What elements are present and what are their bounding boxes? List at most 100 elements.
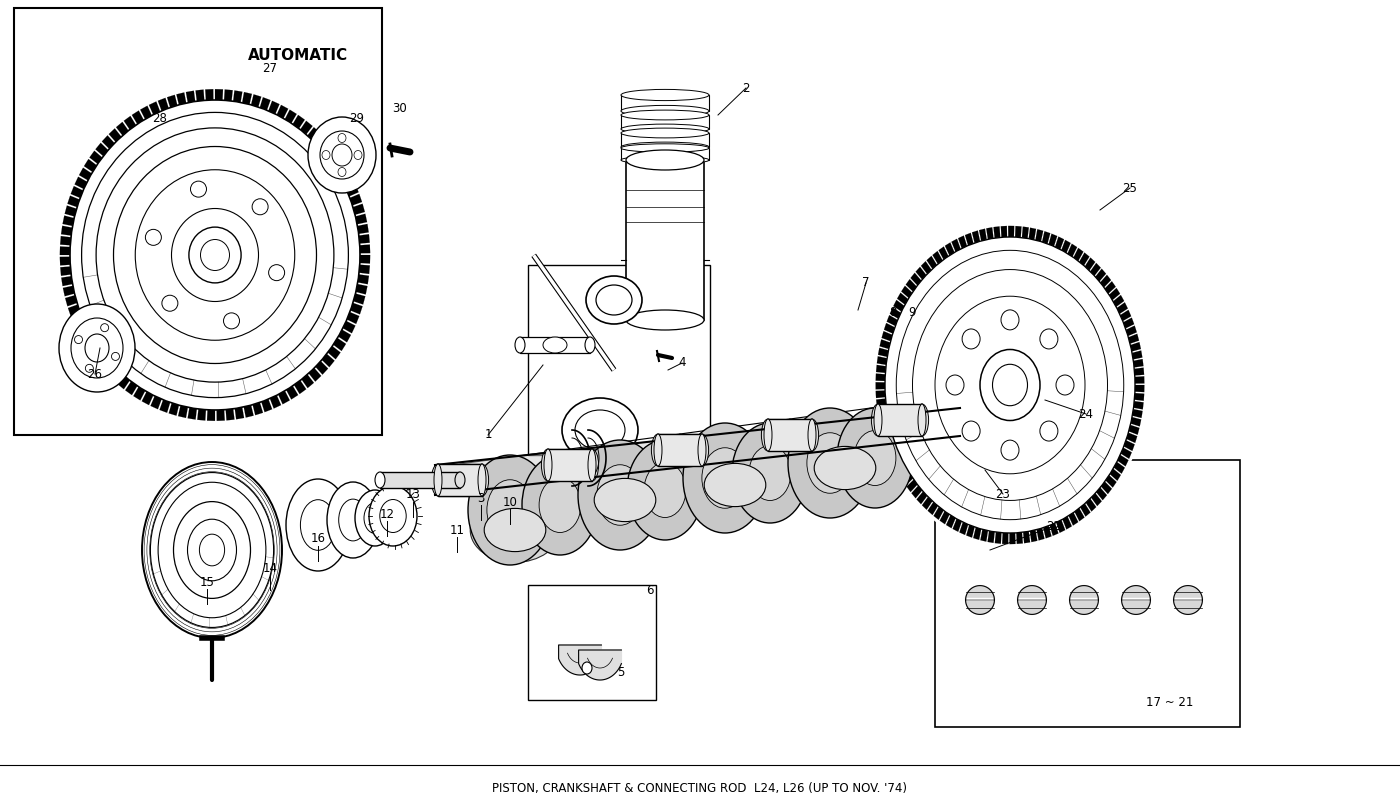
Ellipse shape bbox=[59, 304, 134, 392]
Polygon shape bbox=[1134, 401, 1144, 410]
Polygon shape bbox=[1110, 469, 1121, 481]
Polygon shape bbox=[910, 273, 921, 286]
Ellipse shape bbox=[434, 464, 442, 496]
Polygon shape bbox=[1002, 533, 1008, 544]
Polygon shape bbox=[1085, 258, 1095, 270]
Polygon shape bbox=[1134, 359, 1144, 367]
Ellipse shape bbox=[470, 498, 560, 562]
Bar bbox=[622, 148, 708, 160]
Polygon shape bbox=[1173, 586, 1203, 600]
Polygon shape bbox=[132, 110, 144, 124]
Bar bbox=[438, 464, 482, 496]
Ellipse shape bbox=[286, 479, 350, 571]
Text: 22: 22 bbox=[1047, 519, 1061, 533]
Ellipse shape bbox=[134, 453, 288, 646]
Ellipse shape bbox=[596, 285, 631, 315]
Text: 11: 11 bbox=[449, 523, 465, 537]
Text: 17 ~ 21: 17 ~ 21 bbox=[1147, 695, 1194, 709]
Ellipse shape bbox=[367, 483, 420, 549]
Ellipse shape bbox=[81, 112, 349, 398]
Polygon shape bbox=[252, 402, 263, 415]
Ellipse shape bbox=[732, 423, 808, 523]
Polygon shape bbox=[876, 398, 886, 406]
Text: 30: 30 bbox=[392, 102, 407, 114]
Polygon shape bbox=[358, 234, 370, 243]
Polygon shape bbox=[206, 89, 213, 100]
Polygon shape bbox=[1124, 440, 1134, 451]
Polygon shape bbox=[927, 256, 937, 269]
Polygon shape bbox=[1016, 532, 1023, 544]
Ellipse shape bbox=[321, 131, 364, 179]
Ellipse shape bbox=[337, 167, 346, 177]
Polygon shape bbox=[1022, 226, 1029, 238]
Polygon shape bbox=[917, 491, 927, 504]
Polygon shape bbox=[965, 233, 973, 246]
Polygon shape bbox=[66, 295, 77, 306]
Polygon shape bbox=[328, 346, 340, 359]
Ellipse shape bbox=[354, 150, 363, 159]
Polygon shape bbox=[123, 116, 136, 130]
Ellipse shape bbox=[353, 487, 398, 549]
Ellipse shape bbox=[885, 237, 1135, 533]
Polygon shape bbox=[578, 650, 622, 680]
Polygon shape bbox=[102, 135, 115, 149]
Ellipse shape bbox=[476, 464, 489, 496]
Ellipse shape bbox=[477, 464, 486, 496]
Bar bbox=[379, 472, 461, 488]
Polygon shape bbox=[1042, 231, 1050, 244]
Text: 9: 9 bbox=[909, 306, 916, 319]
Ellipse shape bbox=[918, 404, 925, 436]
Ellipse shape bbox=[596, 465, 643, 526]
Ellipse shape bbox=[622, 144, 708, 152]
Polygon shape bbox=[244, 405, 253, 418]
Ellipse shape bbox=[370, 486, 417, 546]
Polygon shape bbox=[1100, 275, 1112, 287]
Polygon shape bbox=[80, 331, 92, 344]
Polygon shape bbox=[1114, 462, 1124, 474]
Polygon shape bbox=[1128, 334, 1140, 344]
Text: 26: 26 bbox=[87, 367, 102, 381]
Polygon shape bbox=[895, 460, 904, 471]
Ellipse shape bbox=[896, 250, 1124, 520]
Polygon shape bbox=[1029, 228, 1036, 240]
Bar bbox=[528, 585, 657, 700]
Polygon shape bbox=[308, 127, 321, 141]
Polygon shape bbox=[876, 406, 888, 415]
Polygon shape bbox=[84, 159, 97, 172]
Polygon shape bbox=[333, 338, 346, 351]
Polygon shape bbox=[1128, 425, 1140, 434]
Ellipse shape bbox=[980, 350, 1040, 421]
Ellipse shape bbox=[626, 150, 704, 170]
Ellipse shape bbox=[70, 100, 360, 410]
Ellipse shape bbox=[85, 364, 94, 372]
Ellipse shape bbox=[594, 478, 655, 522]
Polygon shape bbox=[85, 339, 98, 353]
Polygon shape bbox=[1008, 226, 1014, 237]
Ellipse shape bbox=[269, 265, 284, 281]
Ellipse shape bbox=[543, 337, 567, 353]
Ellipse shape bbox=[364, 502, 386, 534]
Polygon shape bbox=[885, 438, 896, 448]
Polygon shape bbox=[1049, 234, 1057, 246]
Polygon shape bbox=[356, 284, 367, 294]
Polygon shape bbox=[878, 348, 889, 357]
Polygon shape bbox=[932, 251, 942, 264]
Ellipse shape bbox=[199, 534, 224, 566]
Polygon shape bbox=[186, 90, 195, 102]
Ellipse shape bbox=[622, 128, 708, 138]
Ellipse shape bbox=[1056, 375, 1074, 395]
Ellipse shape bbox=[654, 434, 662, 466]
Ellipse shape bbox=[515, 337, 525, 353]
Polygon shape bbox=[911, 486, 923, 498]
Ellipse shape bbox=[575, 410, 624, 450]
Text: 23: 23 bbox=[995, 487, 1011, 501]
Polygon shape bbox=[1130, 342, 1141, 351]
Ellipse shape bbox=[935, 296, 1085, 474]
Polygon shape bbox=[1070, 600, 1099, 614]
Polygon shape bbox=[1068, 244, 1077, 257]
Polygon shape bbox=[1036, 528, 1044, 541]
Polygon shape bbox=[966, 525, 974, 538]
Polygon shape bbox=[60, 246, 70, 255]
Ellipse shape bbox=[322, 150, 330, 159]
Ellipse shape bbox=[561, 398, 638, 462]
